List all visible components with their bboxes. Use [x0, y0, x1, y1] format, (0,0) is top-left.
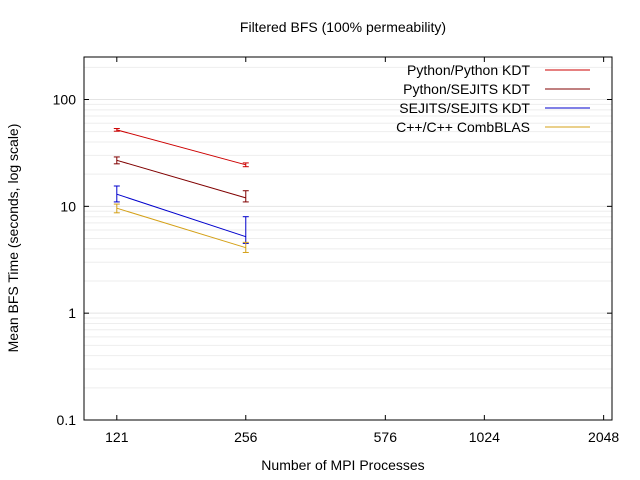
series-line-3: [116, 193, 246, 238]
series-line-1: [116, 129, 246, 166]
y-tick-label: 1: [68, 305, 76, 321]
legend-label: SEJITS/SEJITS KDT: [399, 100, 530, 116]
legend-label: C++/C++ CombBLAS: [396, 119, 530, 135]
series-line-2: [116, 159, 246, 199]
x-tick-label: 256: [234, 429, 258, 445]
x-axis-label: Number of MPI Processes: [261, 457, 424, 473]
plot-frame: [83, 56, 613, 421]
x-tick-label: 2048: [588, 429, 619, 445]
series-line-4: [116, 207, 246, 249]
chart-title: Filtered BFS (100% permeability): [240, 19, 446, 35]
legend: Python/Python KDT Python/SEJITS KDT SEJITS…: [396, 62, 590, 135]
y-axis-label: Mean BFS Time (seconds, log scale): [5, 124, 21, 353]
series-layer: [113, 128, 249, 253]
grid: [84, 66, 612, 421]
legend-label: Python/SEJITS KDT: [403, 81, 530, 97]
y-tick-label: 100: [53, 92, 77, 108]
x-tick-label: 121: [105, 429, 129, 445]
y-tick-label: 10: [60, 198, 76, 214]
legend-label: Python/Python KDT: [407, 62, 530, 78]
x-tick-label: 576: [374, 429, 398, 445]
x-tick-label: 1024: [469, 429, 500, 445]
ticks: 121 256 576 1024 2048 0.1 1 10 100: [53, 57, 619, 445]
y-tick-label: 0.1: [57, 412, 77, 428]
